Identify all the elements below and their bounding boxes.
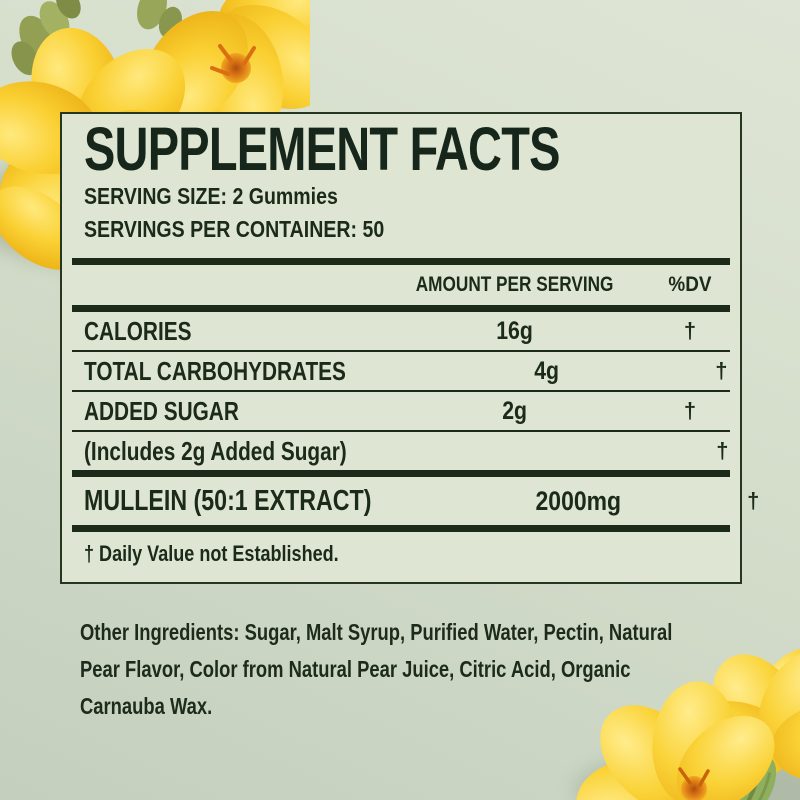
daily-value-footnote: † Daily Value not Established. <box>84 541 339 566</box>
divider-thick <box>72 258 730 265</box>
row-name: ADDED SUGAR <box>84 395 239 426</box>
other-ingredients-line-1: Other Ingredients: Sugar, Malt Syrup, Pu… <box>80 619 673 645</box>
flower-petal-icon <box>762 648 800 702</box>
row-amount: 2000mg <box>535 485 622 516</box>
divider-thick <box>72 525 730 532</box>
flower-shadow <box>575 750 800 800</box>
supplement-facts-panel: SUPPLEMENT FACTS SERVING SIZE: 2 Gummies… <box>60 112 759 584</box>
other-ingredients-line-2: Pear Flavor, Color from Natural Pear Jui… <box>80 656 631 682</box>
dagger-symbol: † <box>683 398 697 423</box>
row-name: TOTAL CARBOHYDRATES <box>84 355 346 386</box>
table-row-added-sugar: ADDED SUGAR 2g † <box>72 392 730 430</box>
table-header-row: AMOUNT PER SERVING %DV <box>72 265 730 305</box>
servings-per-container: SERVINGS PER CONTAINER: 50 <box>84 216 385 242</box>
divider-thin <box>72 430 730 432</box>
flower-buds-icon <box>11 0 81 76</box>
row-amount: 16g <box>496 316 534 345</box>
row-amount: 4g <box>534 356 559 385</box>
table-row-calories: CALORIES 16g † <box>72 312 730 350</box>
dagger-symbol: † <box>716 438 729 463</box>
dagger-symbol: † <box>715 358 728 383</box>
amount-per-serving-header: AMOUNT PER SERVING <box>416 273 614 296</box>
row-name: CALORIES <box>84 315 192 346</box>
table-row-total-carbohydrates: TOTAL CARBOHYDRATES 4g † <box>72 352 730 390</box>
serving-size: SERVING SIZE: 2 Gummies <box>84 183 338 209</box>
row-name: MULLEIN (50:1 EXTRACT) <box>84 484 372 517</box>
flower-stem-icon <box>740 756 777 800</box>
divider-thin <box>72 390 730 392</box>
other-ingredients-paragraph: Other Ingredients: Sugar, Malt Syrup, Pu… <box>80 614 760 725</box>
row-amount: 2g <box>502 396 528 425</box>
other-ingredients-line-3: Carnauba Wax. <box>80 693 213 719</box>
divider-thin <box>72 350 730 352</box>
panel-title-text: SUPPLEMENT FACTS <box>84 115 560 183</box>
divider-thick <box>72 470 730 477</box>
dagger-symbol: † <box>747 488 760 513</box>
flower-bud-icon <box>137 0 183 38</box>
panel-title: SUPPLEMENT FACTS <box>72 115 730 183</box>
percent-dv-header: %DV <box>668 273 712 296</box>
dagger-symbol: † <box>683 318 697 343</box>
table-row-includes-added-sugar: (Includes 2g Added Sugar) † <box>72 432 730 470</box>
table-row-mullein-extract: MULLEIN (50:1 EXTRACT) 2000mg † <box>72 477 759 525</box>
row-name: (Includes 2g Added Sugar) <box>84 435 347 466</box>
divider-thick <box>72 305 730 312</box>
